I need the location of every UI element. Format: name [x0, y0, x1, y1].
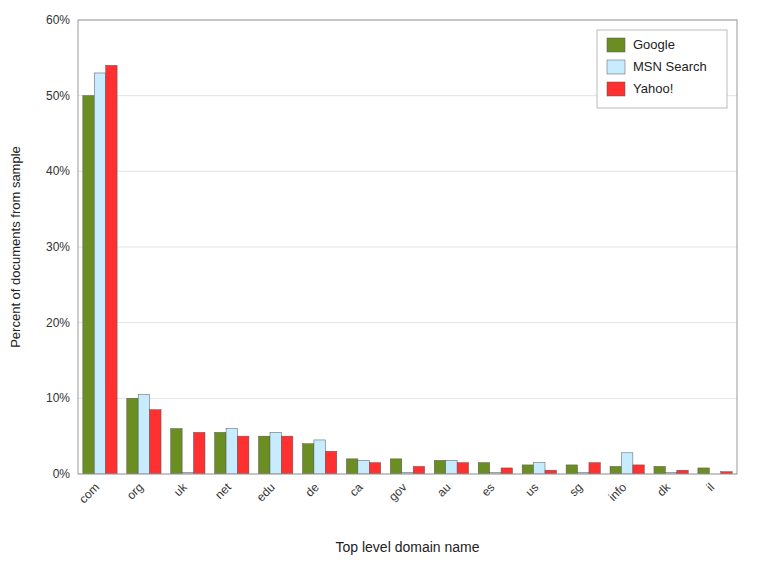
bar	[390, 459, 401, 474]
bar	[138, 395, 149, 474]
bar	[534, 463, 545, 474]
bar	[621, 453, 632, 474]
chart-container: 0% 10% 20% 30% 40% 50% 60% comorg uk netedu de ca go…	[0, 0, 757, 566]
x-tick-label: de	[302, 480, 322, 500]
x-tick-label: org	[124, 480, 146, 502]
bar	[413, 466, 424, 474]
bar	[226, 429, 237, 474]
grid-line	[78, 322, 737, 323]
grid-line	[78, 171, 737, 172]
y-axis-title: Percent of documents from sample	[8, 146, 23, 348]
y-tick-label: 40%	[46, 164, 70, 178]
legend: Google MSN Search Yahoo!	[597, 30, 727, 108]
bar	[545, 470, 556, 474]
x-tick-label: com	[76, 480, 102, 506]
bar	[259, 436, 270, 474]
bar	[325, 451, 336, 474]
grid	[78, 20, 737, 474]
bar	[171, 429, 182, 474]
bar	[215, 432, 226, 474]
x-axis-title: Top level domain name	[336, 539, 480, 555]
bar	[446, 460, 457, 474]
bar	[83, 96, 94, 474]
x-tick-label: sg	[566, 480, 585, 499]
bar	[369, 463, 380, 474]
bar	[358, 460, 369, 474]
bar	[150, 410, 161, 474]
bar	[677, 470, 688, 474]
bar	[633, 465, 644, 474]
bar	[270, 432, 281, 474]
bars	[83, 65, 732, 474]
axes: 0% 10% 20% 30% 40% 50% 60% comorg uk netedu de ca go…	[46, 13, 717, 506]
x-tick-label: il	[703, 480, 717, 494]
bar	[106, 65, 117, 474]
legend-label: Yahoo!	[633, 81, 673, 96]
legend-box	[597, 30, 727, 108]
x-tick-label: uk	[171, 480, 191, 500]
y-tick-label: 20%	[46, 316, 70, 330]
bar	[698, 468, 709, 474]
x-tick-label: ca	[347, 480, 366, 499]
chart-svg: 0% 10% 20% 30% 40% 50% 60% comorg uk netedu de ca go…	[0, 0, 757, 566]
bar	[457, 463, 468, 474]
bar	[434, 460, 445, 474]
x-tick-label: au	[434, 480, 453, 499]
bar	[194, 432, 205, 474]
legend-label: MSN Search	[633, 59, 707, 74]
bar	[566, 465, 577, 474]
grid-line	[78, 398, 737, 399]
x-tick-label: dk	[654, 480, 674, 500]
bar	[94, 73, 105, 474]
bar	[314, 440, 325, 474]
y-tick-label: 60%	[46, 13, 70, 27]
bar	[346, 459, 357, 474]
bar	[281, 436, 292, 474]
bar	[127, 398, 138, 474]
x-tick-label: net	[212, 480, 234, 502]
bar	[589, 463, 600, 474]
plot-frame	[78, 20, 737, 474]
x-tick-label: es	[479, 480, 498, 499]
y-tick-label: 10%	[46, 391, 70, 405]
y-tick-label: 50%	[46, 89, 70, 103]
x-tick-label: gov	[386, 480, 410, 504]
x-tick-label: info	[606, 480, 630, 504]
legend-swatch	[607, 38, 625, 52]
legend-label: Google	[633, 37, 675, 52]
y-tick-label: 0%	[53, 467, 71, 481]
bar	[501, 468, 512, 474]
bar	[478, 463, 489, 474]
bar	[654, 466, 665, 474]
bar	[522, 465, 533, 474]
x-tick-label: us	[523, 480, 542, 499]
bar	[610, 466, 621, 474]
y-tick-label: 30%	[46, 240, 70, 254]
legend-swatch	[607, 60, 625, 74]
x-tick-label: edu	[254, 480, 278, 504]
grid-line	[78, 247, 737, 248]
bar	[302, 444, 313, 474]
bar	[237, 436, 248, 474]
legend-swatch	[607, 82, 625, 96]
